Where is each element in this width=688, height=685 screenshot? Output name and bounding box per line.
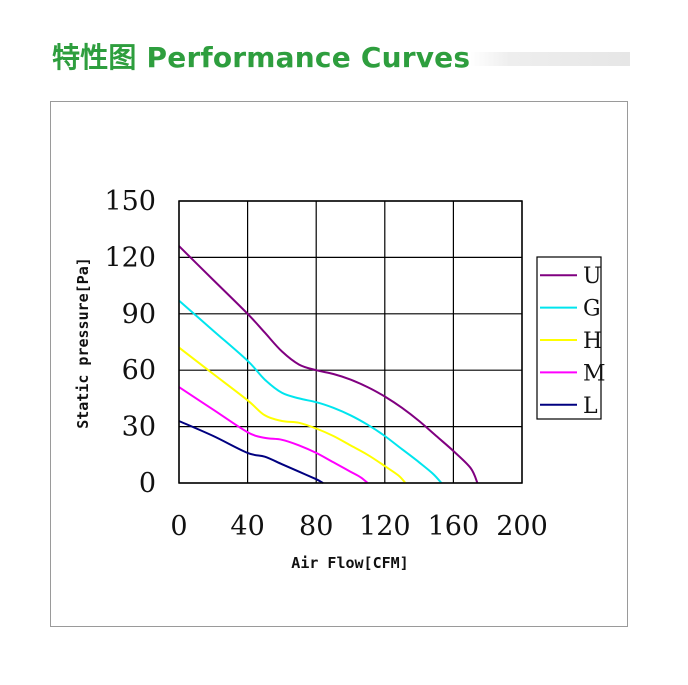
legend-label-g: G (583, 297, 601, 322)
series-line-g (178, 299, 443, 484)
series-line-m (178, 386, 369, 484)
x-tick-label-4: 160 (428, 511, 480, 542)
plot-area (178, 200, 523, 484)
x-tick-label-2: 80 (299, 511, 333, 542)
legend-label-u: U (583, 264, 602, 289)
x-tick-label-0: 0 (170, 511, 187, 542)
legend-label-m: M (583, 361, 606, 386)
x-axis-label: Air Flow[CFM] (291, 554, 408, 572)
x-tick-label-5: 200 (496, 511, 548, 542)
series-line-u (178, 245, 479, 484)
legend-label-l: L (583, 394, 598, 419)
page-heading: 特性图 Performance Curves (52, 36, 470, 76)
y-tick-label-5: 150 (104, 186, 156, 217)
chart-grid (178, 200, 523, 484)
plot-border (178, 200, 523, 484)
page-title: 特性图 Performance Curves (52, 41, 471, 74)
y-tick-label-3: 90 (122, 299, 156, 330)
series-line-l (178, 420, 324, 484)
y-tick-label-4: 120 (104, 242, 156, 273)
tick-labels: 0 40 80 120 160 200 0 30 60 90 120 150 (104, 186, 547, 542)
x-tick-label-3: 120 (359, 511, 411, 542)
chart-frame (50, 101, 628, 627)
y-tick-label-2: 60 (122, 355, 156, 386)
chart-curves (178, 245, 479, 484)
legend-box (536, 256, 602, 420)
y-axis-label: Static pressure[Pa] (74, 257, 92, 429)
heading-decor-bar (470, 52, 630, 66)
y-tick-label-0: 0 (139, 468, 156, 499)
x-tick-label-1: 40 (230, 511, 264, 542)
y-tick-label-1: 30 (122, 412, 156, 443)
series-line-h (178, 346, 407, 484)
legend-label-h: H (583, 329, 602, 354)
